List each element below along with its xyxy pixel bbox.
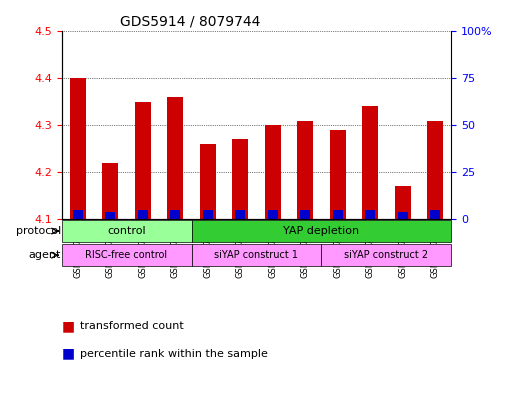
Text: protocol: protocol: [16, 226, 61, 236]
Bar: [329, 130, 346, 219]
Bar: [268, 209, 278, 219]
FancyBboxPatch shape: [62, 244, 191, 266]
Bar: [200, 144, 216, 219]
Bar: [102, 163, 119, 219]
Bar: [170, 209, 180, 219]
FancyBboxPatch shape: [62, 220, 191, 242]
Bar: [430, 209, 440, 219]
Text: percentile rank within the sample: percentile rank within the sample: [80, 349, 267, 359]
Text: agent: agent: [29, 250, 61, 260]
Bar: [297, 121, 313, 219]
Bar: [138, 209, 148, 219]
Bar: [134, 102, 151, 219]
FancyBboxPatch shape: [191, 244, 322, 266]
Bar: [203, 209, 212, 219]
Text: ■: ■: [62, 319, 75, 333]
Text: GDS5914 / 8079744: GDS5914 / 8079744: [120, 15, 261, 29]
FancyBboxPatch shape: [191, 220, 451, 242]
Text: siYAP construct 1: siYAP construct 1: [214, 250, 299, 260]
Bar: [394, 186, 411, 219]
Bar: [300, 209, 310, 219]
Text: ■: ■: [62, 347, 75, 361]
Bar: [167, 97, 183, 219]
Text: transformed count: transformed count: [80, 321, 183, 331]
Text: control: control: [107, 226, 146, 236]
Bar: [365, 209, 375, 219]
Bar: [235, 209, 245, 219]
Text: YAP depletion: YAP depletion: [283, 226, 360, 236]
Bar: [427, 121, 443, 219]
FancyBboxPatch shape: [322, 244, 451, 266]
Text: RISC-free control: RISC-free control: [86, 250, 168, 260]
Bar: [333, 209, 343, 219]
Bar: [232, 139, 248, 219]
Bar: [70, 78, 86, 219]
Bar: [362, 107, 378, 219]
Bar: [105, 211, 115, 219]
Text: siYAP construct 2: siYAP construct 2: [344, 250, 428, 260]
Bar: [265, 125, 281, 219]
Bar: [398, 211, 407, 219]
Bar: [73, 209, 83, 219]
